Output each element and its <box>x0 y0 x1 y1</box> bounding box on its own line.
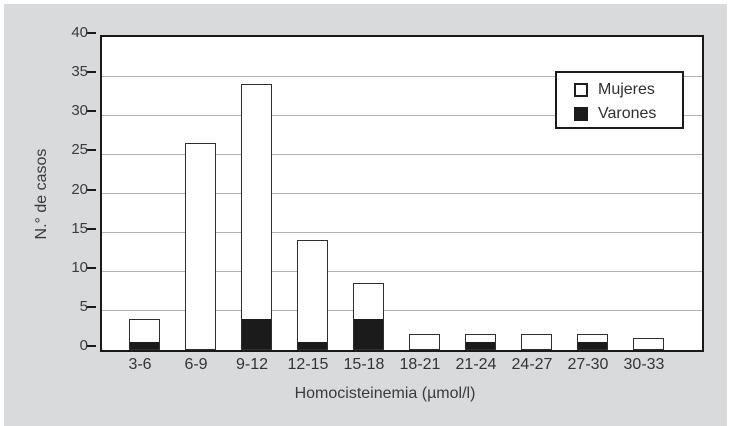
y-tick-mark <box>86 189 96 191</box>
bar-column <box>129 319 160 350</box>
legend-item: Varones <box>574 102 682 126</box>
bar-segment-varones <box>466 342 495 349</box>
x-tick-label: 18-21 <box>399 356 441 373</box>
y-tick-mark <box>86 228 96 230</box>
gridline <box>102 153 702 155</box>
legend-label: Mujeres <box>598 81 655 98</box>
y-tick-mark <box>86 32 96 34</box>
legend-label: Varones <box>598 105 657 122</box>
y-tick-label: 15 <box>71 220 88 237</box>
bar-segment-varones <box>242 319 271 349</box>
y-tick-mark <box>86 306 96 308</box>
y-tick-label: 0 <box>79 337 88 354</box>
x-tick-label: 30-33 <box>623 356 665 373</box>
varones-swatch-icon <box>574 107 588 121</box>
y-tick-mark <box>86 110 96 112</box>
gridline <box>102 114 702 116</box>
chart-panel: N.° de casos Homocisteinemia (µmol/l) Mu… <box>4 4 727 426</box>
x-tick-label: 12-15 <box>287 356 329 373</box>
x-tick-label: 15-18 <box>343 356 385 373</box>
y-tick-label: 10 <box>71 259 88 276</box>
bar-segment-varones <box>578 342 607 349</box>
y-tick-mark <box>86 345 96 347</box>
y-tick-label: 20 <box>71 181 88 198</box>
mujeres-swatch-icon <box>574 83 588 97</box>
bar-column <box>409 334 440 350</box>
y-tick-mark <box>86 267 96 269</box>
y-tick-mark <box>86 149 96 151</box>
y-tick-label: 40 <box>71 24 88 41</box>
y-tick-label: 35 <box>71 63 88 80</box>
y-tick-label: 30 <box>71 102 88 119</box>
bar-column <box>297 240 328 350</box>
y-tick-label: 25 <box>71 141 88 158</box>
bar-column <box>521 334 552 350</box>
x-tick-label: 24-27 <box>511 356 553 373</box>
bar-column <box>577 334 608 350</box>
gridline <box>102 271 702 273</box>
x-tick-label: 21-24 <box>455 356 497 373</box>
bar-segment-varones <box>354 319 383 349</box>
bar-column <box>353 283 384 350</box>
x-tick-label: 3-6 <box>128 356 152 373</box>
y-tick-mark <box>86 71 96 73</box>
y-tick-label: 5 <box>79 298 88 315</box>
bar-column <box>185 143 216 350</box>
gridline <box>102 193 702 194</box>
x-axis-title: Homocisteinemia (µmol/l) <box>294 385 476 402</box>
x-tick-label: 6-9 <box>184 356 208 373</box>
legend: Mujeres Varones <box>555 71 684 129</box>
bar-column <box>465 334 496 350</box>
gridline <box>102 232 702 234</box>
gridline <box>102 310 702 312</box>
gridline <box>102 75 702 77</box>
legend-item: Mujeres <box>574 78 682 102</box>
bar-segment-varones <box>130 342 159 349</box>
x-tick-label: 27-30 <box>567 356 609 373</box>
bar-column <box>241 84 272 350</box>
bar-column <box>633 338 664 350</box>
x-tick-label: 9-12 <box>235 356 269 373</box>
bar-segment-varones <box>298 342 327 349</box>
